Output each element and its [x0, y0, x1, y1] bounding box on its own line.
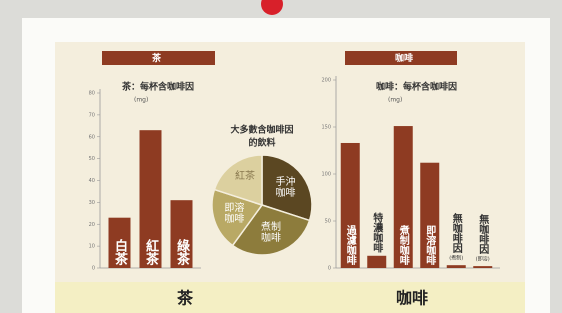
y-tick-label: 40	[89, 178, 95, 184]
y-tick-label: 0	[328, 266, 331, 272]
bar-label: 紅茶	[143, 238, 159, 266]
bar-label: 特濃咖啡	[371, 212, 383, 254]
y-tick-label: 50	[325, 219, 331, 225]
y-tick-label: 50	[89, 156, 95, 162]
unit-label: (mg)	[134, 97, 148, 104]
section-caption: 咖啡	[396, 289, 428, 308]
bar-label: 無咖啡因	[450, 212, 462, 254]
section-header: 茶	[151, 52, 162, 64]
screenshot: 茶茶：每杯含咖啡因(mg)茶01020304050607080白茶紅茶綠茶大多數…	[0, 0, 562, 313]
y-tick-label: 20	[89, 222, 95, 228]
y-tick-label: 150	[321, 125, 331, 131]
y-tick-label: 0	[92, 266, 95, 272]
y-tick-label: 60	[89, 134, 95, 140]
bar-label: 無咖啡因	[477, 213, 489, 255]
section-caption: 茶	[176, 289, 194, 308]
pie-title: 的飲料	[248, 137, 275, 149]
bar-label: 即溶咖啡	[424, 225, 436, 266]
bar-label: 綠茶	[174, 238, 190, 266]
pie-label: 手沖咖啡	[273, 177, 297, 199]
pie-title: 大多數含咖啡因	[230, 124, 293, 136]
bar-label: 白茶	[112, 238, 128, 266]
y-tick-label: 70	[89, 112, 95, 118]
bar	[367, 256, 386, 268]
y-tick-label: 30	[89, 200, 95, 206]
pie-label: 煮制咖啡	[259, 222, 283, 244]
pie-label: 紅茶	[233, 171, 257, 182]
bar-note: (煮制)	[449, 255, 463, 262]
section-header: 咖啡	[395, 52, 413, 64]
unit-label: (mg)	[388, 97, 402, 104]
poster: 茶茶：每杯含咖啡因(mg)茶01020304050607080白茶紅茶綠茶大多數…	[0, 0, 562, 313]
y-tick-label: 10	[89, 244, 95, 250]
y-tick-label: 100	[321, 172, 331, 178]
chart-title: 茶：每杯含咖啡因	[121, 81, 194, 93]
pie-label: 即溶咖啡	[222, 203, 246, 225]
bar-note: (即溶)	[476, 256, 490, 263]
bar	[473, 266, 492, 268]
bar	[447, 265, 466, 268]
y-tick-label: 200	[321, 78, 331, 84]
footer-band	[55, 282, 525, 313]
y-tick-label: 80	[89, 91, 95, 97]
chart-title: 咖啡：每杯含咖啡因	[376, 81, 457, 93]
